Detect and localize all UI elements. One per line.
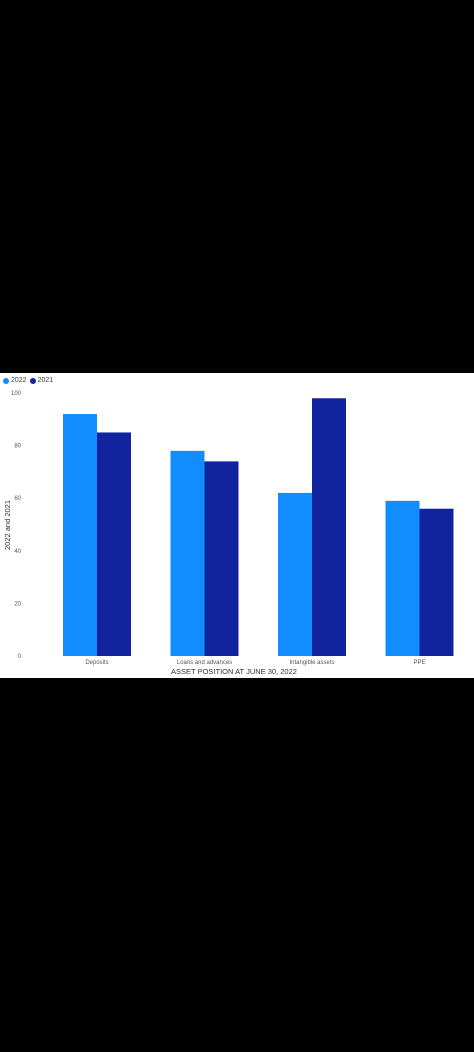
x-tick-label: Intangible assets bbox=[289, 660, 334, 666]
legend-swatch-2022 bbox=[3, 377, 9, 384]
x-tick-label: Deposits bbox=[85, 660, 108, 666]
legend-label-2021: 2021 bbox=[37, 377, 54, 384]
legend-swatch-2021 bbox=[29, 377, 36, 384]
y-axis-title: 2022 and 2021 bbox=[3, 500, 12, 550]
bar-2021-deposits[interactable] bbox=[97, 432, 131, 656]
y-tick-label: 100 bbox=[11, 391, 22, 397]
bars bbox=[63, 398, 454, 656]
y-tick-label: 60 bbox=[14, 496, 21, 502]
legend-item-2022[interactable]: 2022 bbox=[3, 377, 27, 384]
x-axis-ticks: Deposits Loans and advances Intangible ass… bbox=[85, 660, 425, 666]
bar-chart: 0 20 40 60 80 100 Deposits Loans and advances I… bbox=[3, 391, 454, 676]
bar-2021-intangible-assets[interactable] bbox=[312, 398, 346, 656]
bar-2022-loans-and-advances[interactable] bbox=[170, 450, 205, 656]
y-tick-label: 40 bbox=[14, 549, 21, 555]
bar-2021-loans-and-advances[interactable] bbox=[204, 461, 239, 656]
y-tick-label: 20 bbox=[14, 601, 21, 607]
legend-item-2021[interactable]: 2021 bbox=[29, 377, 54, 384]
x-tick-label: PPE bbox=[413, 660, 425, 666]
y-tick-label: 0 bbox=[18, 654, 22, 660]
bar-2022-deposits[interactable] bbox=[63, 414, 97, 656]
chart-panel: 2022 2021 0 20 40 60 80 100 Deposits Loans and… bbox=[0, 373, 474, 678]
legend: 2022 2021 bbox=[3, 377, 56, 384]
legend-label-2022: 2022 bbox=[11, 377, 27, 384]
x-tick-label: Loans and advances bbox=[177, 660, 232, 666]
bar-2021-ppe[interactable] bbox=[419, 508, 454, 656]
x-axis-title: ASSET POSITION AT JUNE 30, 2022 bbox=[171, 667, 297, 676]
bar-2022-ppe[interactable] bbox=[385, 500, 420, 656]
y-tick-label: 80 bbox=[14, 444, 21, 450]
bar-2022-intangible-assets[interactable] bbox=[278, 492, 312, 656]
y-axis-ticks: 0 20 40 60 80 100 bbox=[11, 391, 22, 660]
